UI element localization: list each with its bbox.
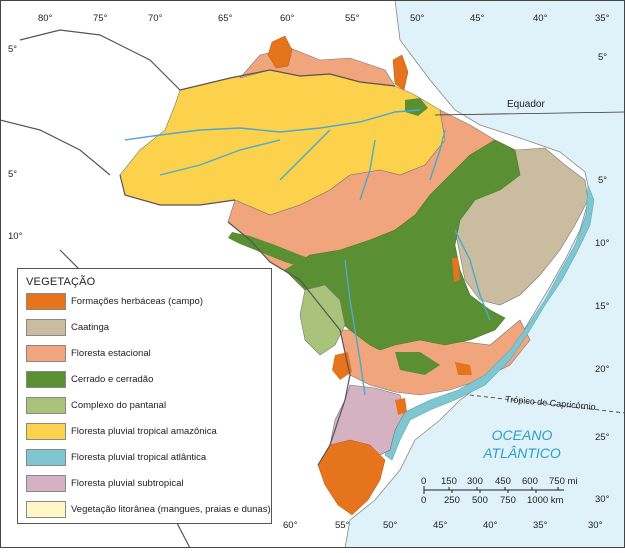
scale-km-4: 1000 km — [527, 495, 564, 506]
legend-swatch — [26, 449, 66, 466]
lon-top-7: 45° — [470, 13, 485, 24]
lon-bottom-4: 40° — [483, 520, 498, 531]
lon-top-6: 50° — [410, 13, 425, 24]
legend-label: Floresta pluvial tropical atlântica — [71, 452, 207, 463]
lat-right-2: 10° — [595, 238, 610, 249]
grassland-south — [317, 439, 386, 516]
grassland-north-roraima — [267, 35, 293, 69]
scale-km-3: 750 — [500, 495, 516, 506]
legend-label: Floresta pluvial tropical amazônica — [71, 426, 217, 437]
legend-swatch — [26, 319, 66, 336]
scale-km-2: 500 — [472, 495, 488, 506]
legend-swatch — [26, 501, 66, 518]
grassland-patch-sp — [455, 362, 472, 375]
legend-label: Floresta estacional — [71, 348, 151, 359]
legend-swatch — [26, 293, 66, 310]
scale-km-1: 250 — [444, 495, 460, 506]
legend-label: Complexo do pantanal — [71, 400, 167, 411]
scale-mi-3: 450 — [495, 476, 511, 487]
left-latitude-ticks: 5° 5° 10° — [8, 44, 23, 242]
pantanal-region — [299, 284, 346, 356]
lon-top-5: 55° — [345, 13, 360, 24]
lon-bottom-1: 55° — [335, 520, 350, 531]
scale-mi-0: 0 — [421, 476, 426, 487]
scale-mi-5: 750 mi — [549, 476, 578, 487]
lat-right-5: 25° — [595, 432, 610, 443]
lat-left-1: 5° — [8, 169, 17, 180]
lon-top-3: 65° — [218, 13, 233, 24]
lon-top-9: 35° — [595, 13, 610, 24]
equator-line — [434, 111, 625, 116]
legend-title: VEGETAÇÃO — [26, 276, 96, 288]
legend-swatch — [26, 345, 66, 362]
scale-bar: 0 150 300 450 600 750 mi 0 250 500 750 1… — [421, 476, 578, 506]
lat-left-2: 10° — [8, 231, 23, 242]
grassland-patch-pr — [395, 398, 407, 415]
lat-right-1: 5° — [598, 175, 607, 186]
equator-label: Equador — [507, 99, 545, 110]
lon-top-4: 60° — [280, 13, 295, 24]
lat-right-6: 30° — [595, 494, 610, 505]
lat-right-3: 15° — [595, 301, 610, 312]
legend-swatch — [26, 397, 66, 414]
tropic-line — [469, 394, 625, 414]
lon-top-1: 75° — [93, 13, 108, 24]
legend-label: Cerrado e cerradão — [71, 374, 154, 385]
lon-top-0: 80° — [38, 13, 53, 24]
bottom-longitude-ticks: 60° 55° 50° 45° 40° 35° 30° — [283, 520, 603, 531]
legend-label: Caatinga — [71, 322, 110, 333]
lon-bottom-5: 35° — [533, 520, 548, 531]
rivers — [124, 109, 491, 396]
right-latitude-ticks: 5° 5° 10° 15° 20° 25° 30° — [595, 52, 610, 505]
cerrado-patch-1 — [395, 352, 440, 375]
marajo-cerrado — [405, 98, 428, 116]
lon-bottom-3: 45° — [433, 520, 448, 531]
scale-mi-4: 600 — [522, 476, 538, 487]
top-longitude-ticks: 80° 75° 70° 65° 60° 55° 50° 45° 40° 35° — [38, 13, 610, 24]
grassland-patch-center — [452, 258, 460, 282]
grassland-amapa — [392, 54, 409, 91]
legend-label: Formações herbáceas (campo) — [71, 296, 203, 307]
ocean-label-line2: ATLÂNTICO — [482, 445, 561, 461]
legend-label: Vegetação litorânea (mangues, praias e d… — [71, 504, 271, 515]
lon-top-8: 40° — [533, 13, 548, 24]
scale-km-0: 0 — [421, 495, 426, 506]
lat-right-4: 20° — [595, 364, 610, 375]
legend-swatch — [26, 371, 66, 388]
scale-mi-1: 150 — [441, 476, 457, 487]
legend-box: VEGETAÇÃO Formações herbáceas (campo) Ca… — [17, 268, 272, 524]
lon-top-2: 70° — [148, 13, 163, 24]
cerrado-region — [284, 139, 521, 351]
lat-left-0: 5° — [8, 44, 17, 55]
lat-right-0: 5° — [598, 52, 607, 63]
scale-mi-2: 300 — [467, 476, 483, 487]
legend-label: Floresta pluvial subtropical — [71, 478, 184, 489]
lon-bottom-6: 30° — [588, 520, 603, 531]
ocean-label-line1: OCEANO — [492, 427, 553, 443]
lon-bottom-2: 50° — [383, 520, 398, 531]
atlantic-forest-region — [384, 184, 595, 461]
legend-swatch — [26, 475, 66, 492]
lon-bottom-0: 60° — [283, 520, 298, 531]
legend-swatch — [26, 423, 66, 440]
